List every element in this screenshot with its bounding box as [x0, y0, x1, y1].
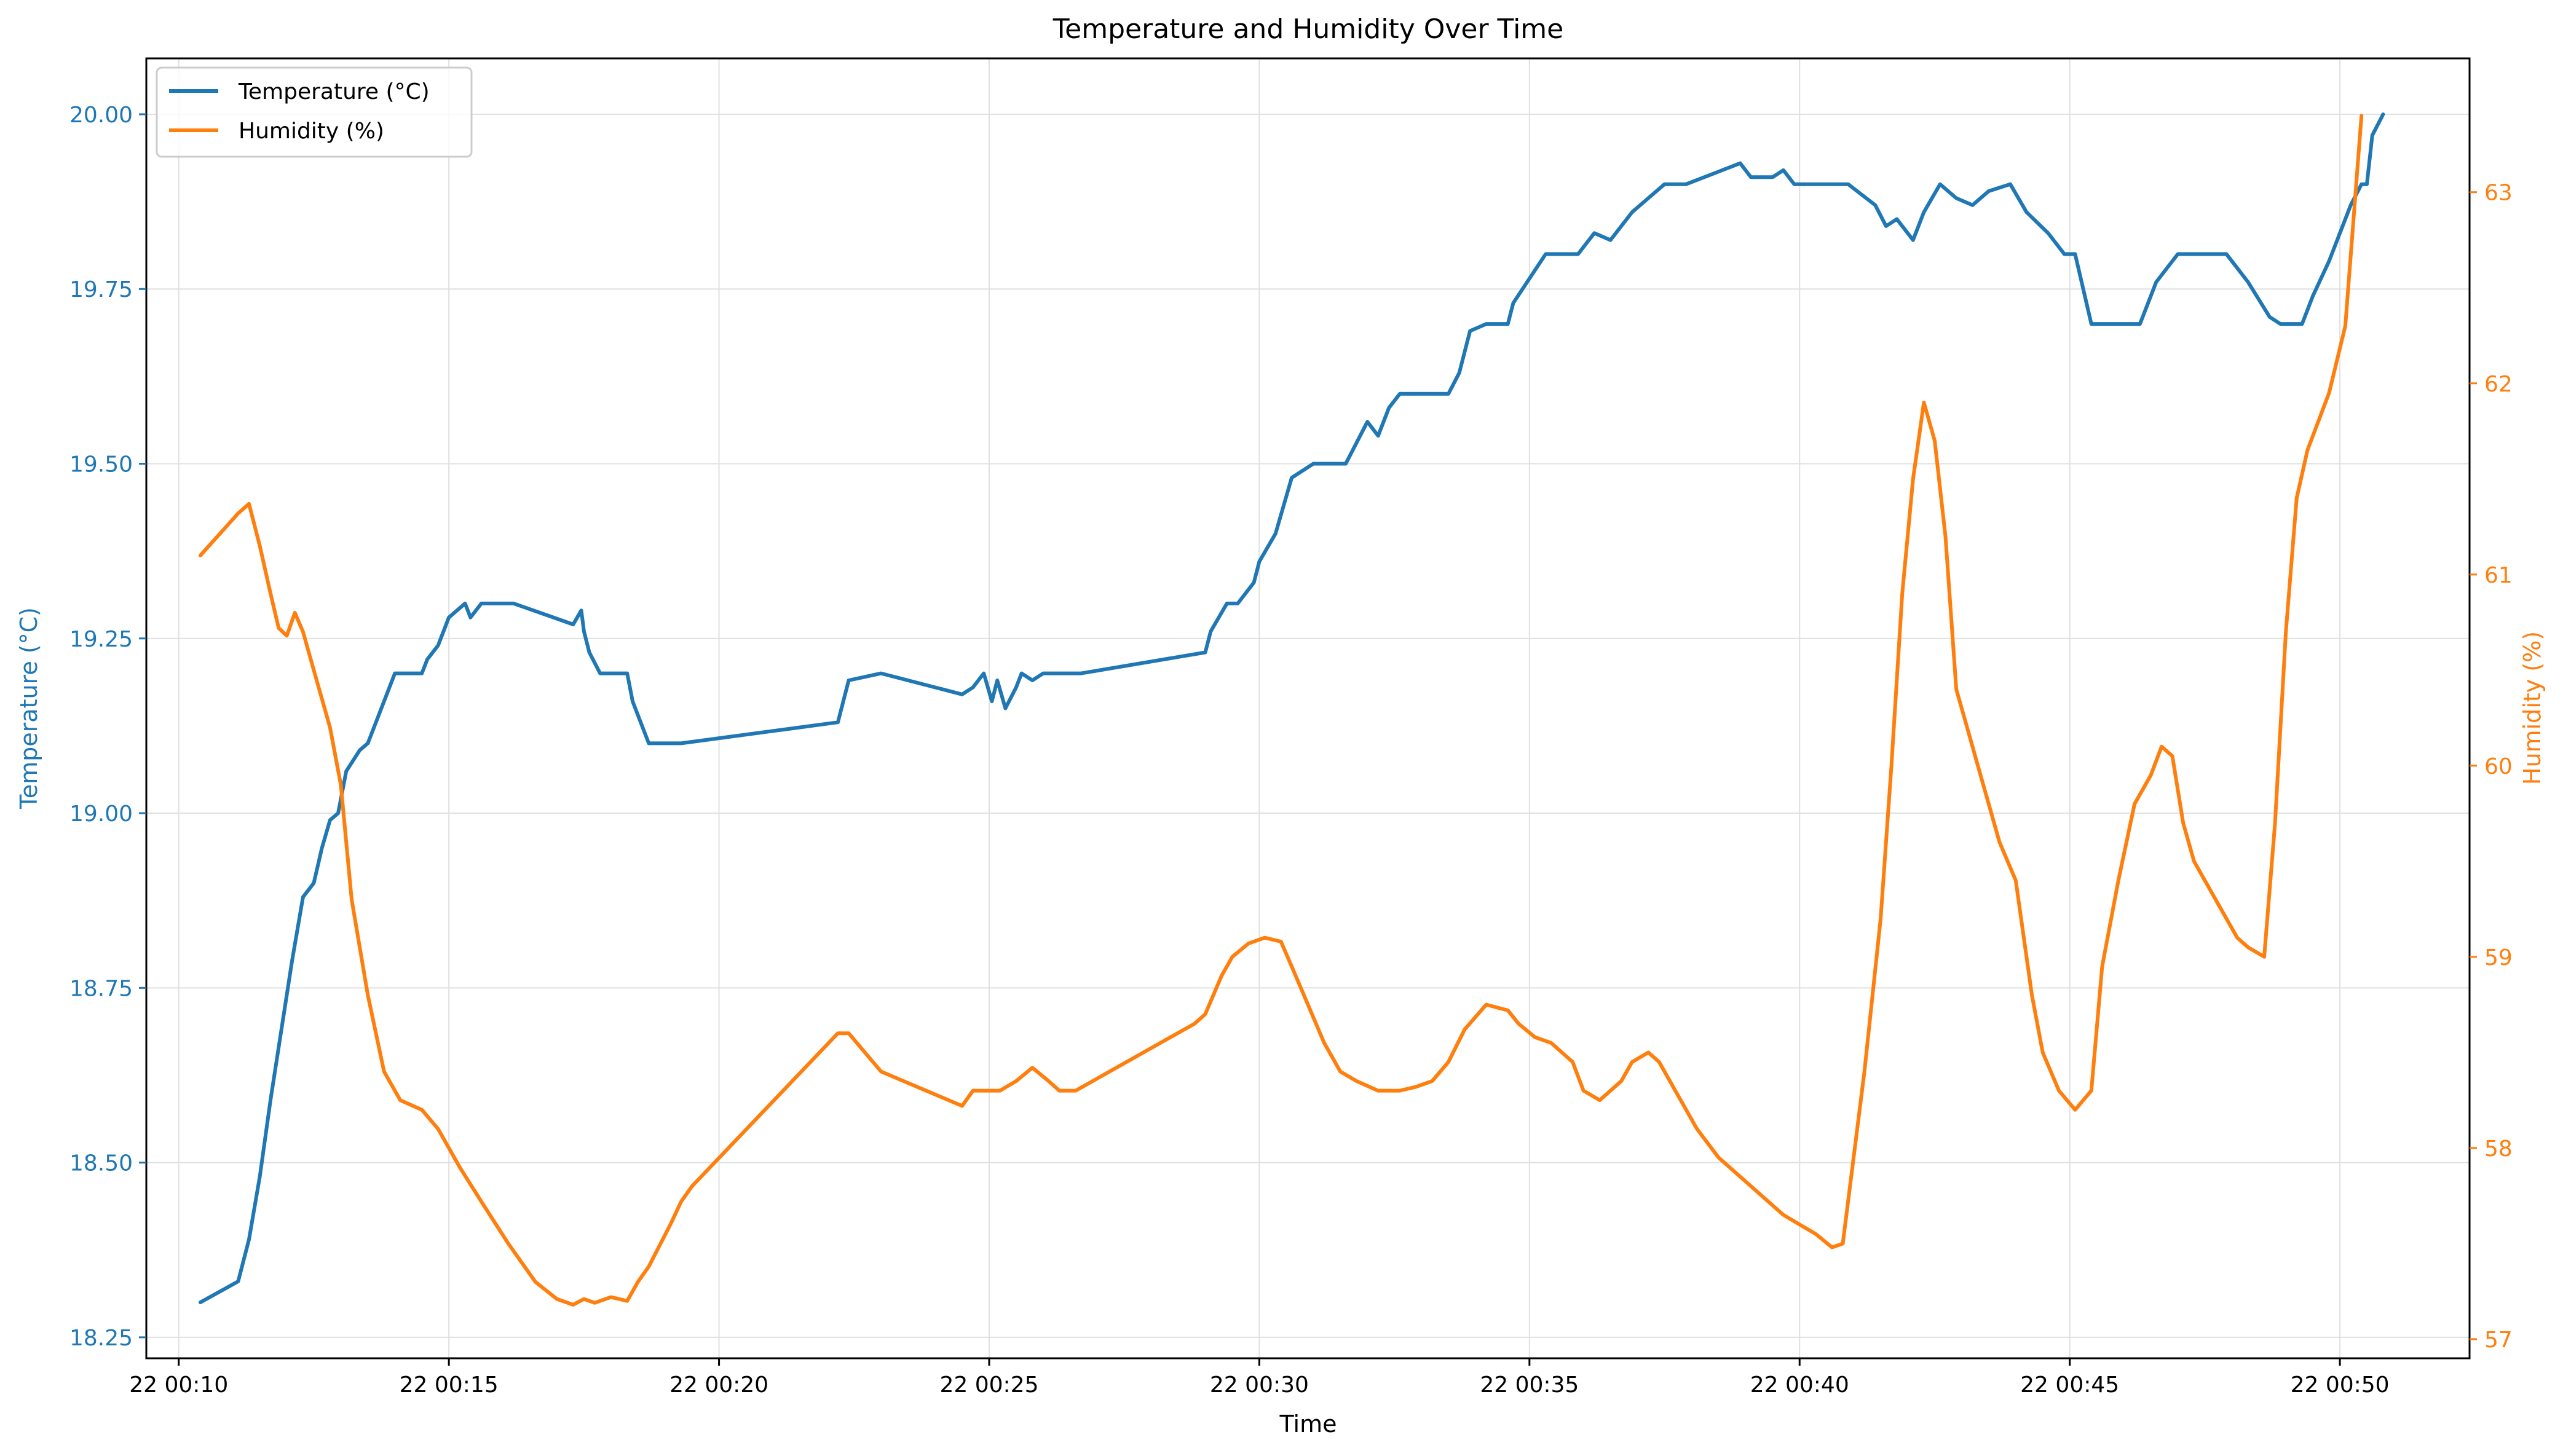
x-tick-label: 22 00:45: [2020, 1372, 2119, 1398]
x-tick-label: 22 00:15: [400, 1372, 499, 1398]
x-tick-label: 22 00:10: [129, 1372, 228, 1398]
x-tick-label: 22 00:50: [2291, 1372, 2390, 1398]
x-axis-label: Time: [1279, 1411, 1337, 1438]
plot-lines: [198, 112, 2385, 1307]
y-left-tick-label: 19.00: [69, 801, 133, 827]
y-right-tick-label: 57: [2484, 1328, 2513, 1353]
plot-frame: [145, 57, 2471, 1360]
y-left-tick-label: 19.75: [69, 277, 133, 302]
y-axis-right: 57 58 59 60 61 62 63: [2470, 181, 2513, 1353]
y-right-tick-label: 60: [2484, 754, 2513, 779]
legend: Temperature (°C) Humidity (%): [156, 66, 473, 158]
y-left-tick-label: 19.50: [69, 452, 133, 478]
x-tick-label: 22 00:20: [669, 1372, 768, 1398]
y-right-tick-label: 58: [2484, 1136, 2513, 1162]
x-tick-label: 22 00:35: [1480, 1372, 1579, 1398]
grid-lines: [146, 58, 2470, 1358]
y-left-tick-label: 19.25: [69, 627, 133, 652]
y-left-tick-label: 18.75: [69, 976, 133, 1001]
y-left-tick-label: 18.25: [69, 1326, 133, 1351]
legend-label-humidity: Humidity (%): [239, 119, 384, 144]
y-right-tick-label: 62: [2484, 372, 2513, 397]
y-right-tick-label: 63: [2484, 181, 2513, 206]
chart-title: Temperature and Humidity Over Time: [1052, 14, 1563, 45]
series-line-humidity: [198, 114, 2364, 1307]
y-left-tick-label: 18.50: [69, 1151, 133, 1176]
legend-label-temperature: Temperature (°C): [238, 79, 430, 104]
y-axis-left: 18.25 18.50 18.75 19.00 19.25 19.50 19.75 20.00: [69, 103, 146, 1351]
legend-box: [156, 66, 473, 158]
series-line-temperature: [198, 112, 2385, 1304]
y-right-tick-label: 59: [2484, 945, 2513, 970]
x-tick-label: 22 00:40: [1750, 1372, 1849, 1398]
x-tick-label: 22 00:25: [939, 1372, 1038, 1398]
x-axis: 22 00:10 22 00:15 22 00:20 22 00:25 22 00:30…: [129, 1358, 2390, 1398]
y-right-tick-label: 61: [2484, 563, 2513, 588]
y-axis-right-label: Humidity (%): [2519, 631, 2546, 785]
y-axis-left-label: Temperature (°C): [15, 607, 42, 809]
x-tick-label: 22 00:30: [1210, 1372, 1309, 1398]
y-left-tick-label: 20.00: [69, 103, 133, 128]
